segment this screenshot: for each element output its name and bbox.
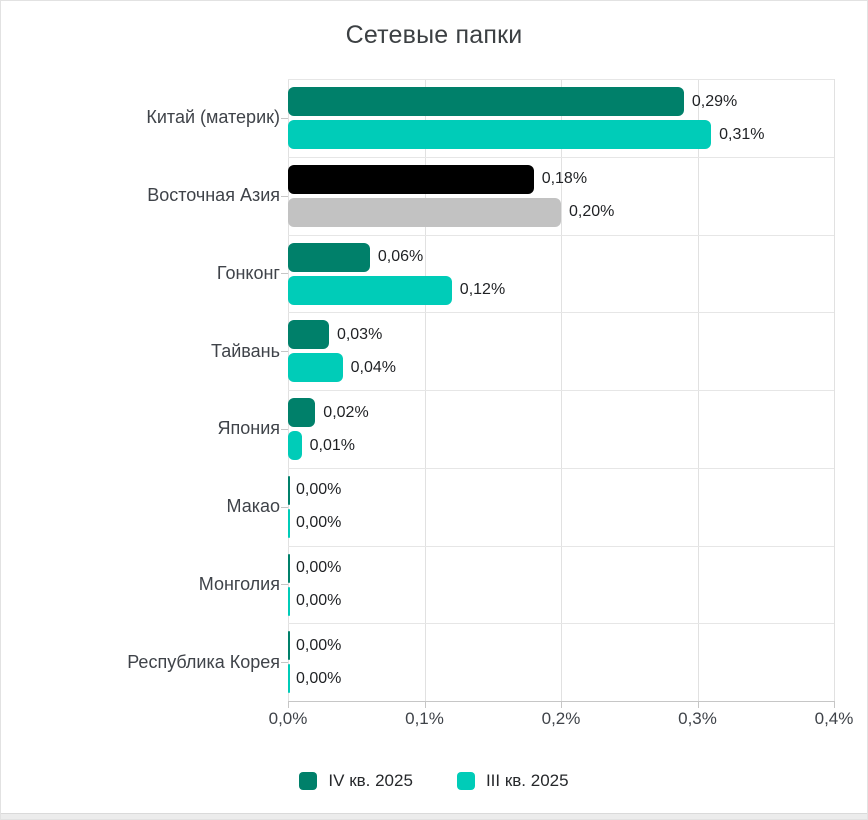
x-tick-label: 0,4%: [814, 709, 854, 728]
bar-q4-6[interactable]: [288, 553, 290, 583]
category-tick-mark: [281, 584, 288, 586]
bar-q4-3[interactable]: [288, 320, 329, 350]
axis-tick-mark: [834, 701, 835, 708]
legend-label: III кв. 2025: [485, 771, 569, 790]
bar-value-label: 0,00%: [296, 481, 342, 499]
bar-q4-0[interactable]: [288, 87, 684, 116]
category-axis: Китай (материк) Восточная Азия Гонконг Тайв…: [1, 79, 280, 701]
axis-tick-mark: [561, 701, 562, 708]
x-axis: 0,0% 0,1% 0,2% 0,3% 0,4%: [269, 709, 854, 733]
x-tick-label: 0,0%: [268, 709, 308, 728]
category-label: Китай (материк): [146, 107, 280, 128]
category-label: Восточная Азия: [147, 185, 280, 206]
x-tick-label: 0,3%: [678, 709, 717, 728]
legend-swatch-icon: [456, 772, 475, 790]
category-tick-mark: [281, 662, 288, 664]
legend-item-q4-2025[interactable]: IV кв. 2025: [299, 771, 413, 791]
bar-value-label: 0,00%: [296, 636, 342, 654]
category-label: Республика Корея: [127, 651, 280, 672]
bar-value-label: 0,00%: [296, 669, 342, 687]
bar-value-label: 0,02%: [323, 403, 369, 421]
chart-title: Сетевые папки: [345, 21, 523, 49]
gridline-horizontal: [288, 467, 834, 469]
bar-q3-7[interactable]: [288, 664, 290, 694]
axis-tick-mark: [288, 701, 289, 708]
plot-area: 0,29% 0,31% 0,18% 0,20% 0,06% 0,12% 0,03% 0,04%…: [288, 79, 835, 708]
gridline-horizontal: [288, 312, 834, 314]
category-tick-mark: [281, 195, 288, 197]
category-tick-mark: [281, 428, 288, 430]
gridline-horizontal: [288, 234, 834, 236]
bar-q3-0[interactable]: [288, 120, 712, 149]
gridline-vertical: [834, 79, 835, 701]
bar-value-label: 0,18%: [541, 170, 588, 188]
bar-q4-4[interactable]: [288, 398, 316, 427]
bar-value-label: 0,00%: [296, 514, 342, 532]
gridline-horizontal: [288, 79, 834, 80]
bar-q3-3[interactable]: [288, 353, 343, 383]
bar-q3-1[interactable]: [288, 197, 561, 227]
category-tick-mark: [281, 351, 288, 353]
chart-legend: IV кв. 2025 III кв. 2025: [1, 771, 867, 791]
bar-value-label: 0,01%: [309, 436, 356, 454]
bar-q3-5[interactable]: [288, 508, 290, 538]
bar-value-label: 0,00%: [296, 559, 342, 576]
axis-tick-mark: [697, 701, 699, 708]
legend-item-q3-2025[interactable]: III кв. 2025: [456, 771, 569, 791]
bar-q4-1[interactable]: [288, 164, 534, 194]
axis-tick-mark: [424, 701, 426, 708]
category-label: Макао: [226, 496, 281, 517]
bar-q3-4[interactable]: [288, 431, 302, 460]
legend-swatch-icon: [299, 772, 318, 790]
category-tick-mark: [281, 273, 288, 275]
bar-value-label: 0,00%: [296, 592, 342, 609]
gridline-horizontal: [288, 623, 834, 625]
bar-q3-6[interactable]: [288, 586, 290, 616]
bar-value-label: 0,12%: [459, 281, 506, 298]
bar-value-label: 0,03%: [336, 325, 383, 343]
gridline-horizontal: [288, 545, 834, 547]
bar-q4-5[interactable]: [288, 475, 290, 505]
gridline-horizontal: [288, 390, 834, 391]
bar-value-label: 0,31%: [719, 125, 765, 143]
bar-value-label: 0,06%: [377, 248, 424, 265]
x-tick-label: 0,1%: [405, 709, 444, 728]
bar-q3-2[interactable]: [288, 275, 452, 305]
category-label: Гонконг: [216, 262, 280, 283]
category-tick-mark: [281, 117, 288, 119]
bar-q4-2[interactable]: [288, 242, 370, 272]
bar-value-label: 0,29%: [691, 92, 738, 110]
legend-label: IV кв. 2025: [328, 771, 413, 790]
bar-value-label: 0,20%: [569, 203, 615, 221]
category-label: Монголия: [198, 573, 280, 594]
bar-q4-7[interactable]: [288, 631, 290, 661]
window-footer-strip: [1, 813, 867, 819]
x-tick-label: 0,2%: [541, 709, 581, 728]
category-tick-mark: [281, 506, 288, 508]
category-label: Япония: [217, 418, 281, 439]
gridline-horizontal: [288, 156, 834, 158]
category-label: Тайвань: [211, 340, 280, 361]
bar-value-label: 0,04%: [350, 358, 396, 376]
